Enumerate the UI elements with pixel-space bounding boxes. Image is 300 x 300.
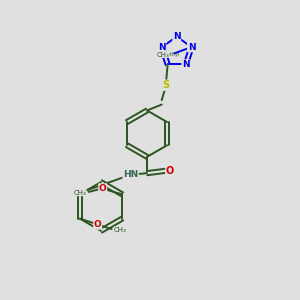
Text: CH₃: CH₃ [114, 227, 127, 233]
Text: CH₃: CH₃ [156, 52, 169, 58]
Text: N: N [188, 43, 195, 52]
Text: N: N [158, 43, 166, 52]
Text: N: N [182, 60, 190, 69]
Text: O: O [94, 220, 102, 229]
Text: O: O [166, 166, 174, 176]
Text: S: S [163, 80, 170, 90]
Text: N: N [173, 32, 181, 41]
Text: CH₃: CH₃ [74, 190, 86, 196]
Text: HN: HN [123, 170, 138, 179]
Text: O: O [99, 184, 106, 193]
Text: methyl: methyl [162, 52, 179, 57]
